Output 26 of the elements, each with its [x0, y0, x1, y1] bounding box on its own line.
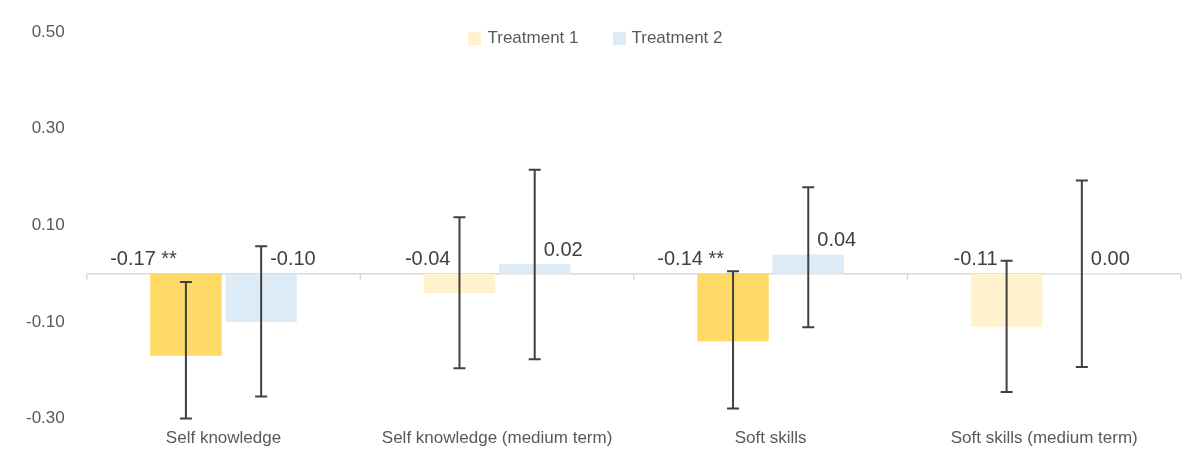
bar	[225, 273, 297, 322]
x-tick-label: Self knowledge (medium term)	[381, 428, 613, 448]
bar	[498, 264, 571, 274]
bar	[970, 273, 1043, 327]
x-tick-label: Soft skills (medium term)	[950, 428, 1138, 448]
x-tick-label: Soft skills	[734, 428, 807, 448]
data-label: -0.11	[953, 247, 998, 270]
bar	[150, 273, 222, 356]
data-label: 0.04	[817, 227, 857, 250]
bar	[697, 273, 769, 342]
y-tick-label: 0.10	[31, 215, 65, 235]
bar	[423, 273, 496, 294]
data-label: -0.14 **	[657, 247, 725, 270]
x-tick-label: Self knowledge	[165, 428, 282, 448]
data-label: -0.17 **	[110, 247, 178, 270]
legend-label: Treatment 2	[631, 28, 723, 48]
data-label: 0.00	[1090, 247, 1130, 270]
y-tick-label: -0.10	[26, 311, 65, 331]
y-tick-label: -0.30	[26, 408, 65, 428]
legend-label: Treatment 1	[487, 28, 579, 48]
data-label: -0.10	[270, 247, 316, 270]
y-tick-label: 0.50	[31, 21, 65, 41]
bar	[772, 254, 845, 274]
data-label: 0.02	[543, 237, 583, 260]
data-label: -0.04	[404, 247, 451, 270]
y-tick-label: 0.30	[31, 118, 65, 138]
